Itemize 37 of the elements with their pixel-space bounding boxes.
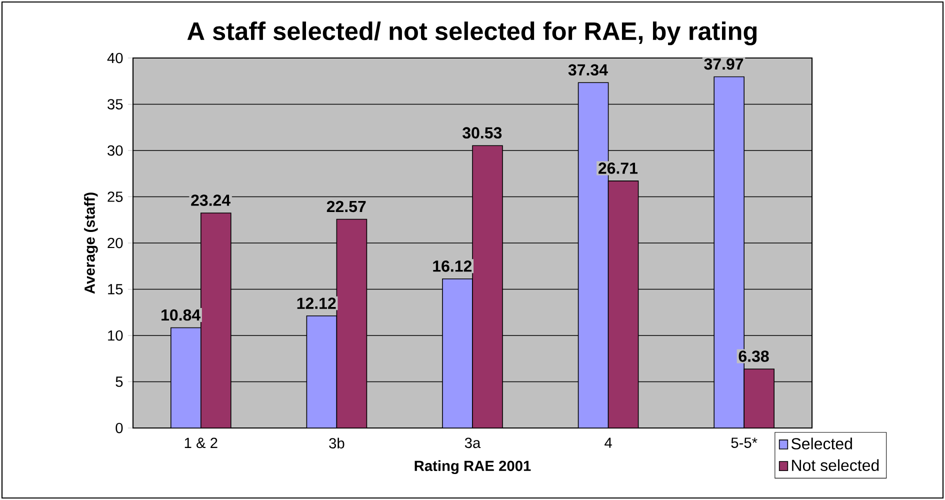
data-label: 16.12 [433, 260, 472, 272]
x-tick-label: 1 & 2 [184, 438, 218, 448]
data-label: 37.34 [568, 64, 608, 76]
legend-label: Selected [791, 438, 852, 450]
bar [472, 145, 503, 428]
data-label: 10.84 [162, 309, 200, 321]
data-label: 22.57 [326, 200, 366, 212]
y-tick-label: 35 [108, 99, 123, 110]
legend-label: Not selected [792, 459, 879, 472]
data-label: 6.38 [738, 350, 769, 362]
x-tick-label: 3a [464, 438, 481, 448]
x-axis-title: Rating RAE 2001 [414, 460, 531, 474]
y-tick-label: 5 [116, 376, 123, 387]
bar [170, 327, 202, 428]
data-label: 12.12 [297, 298, 336, 309]
y-tick-label: 15 [108, 284, 123, 294]
y-tick-label: 0 [116, 422, 123, 434]
data-label: 37.97 [704, 58, 744, 70]
x-tick-label: 4 [604, 438, 612, 448]
y-tick-label: 10 [108, 330, 123, 341]
x-tick-label: 5-5* [731, 438, 758, 448]
y-tick-label: 30 [108, 145, 123, 156]
data-label: 30.53 [462, 127, 502, 139]
data-label: 26.71 [598, 162, 638, 174]
bar [336, 218, 368, 428]
bar [744, 368, 775, 428]
y-tick-label: 20 [108, 238, 123, 248]
y-tick-label: 25 [108, 192, 123, 202]
bar [200, 212, 232, 428]
x-tick-label: 3b [329, 438, 344, 448]
y-tick-label: 40 [107, 52, 123, 64]
bar [608, 180, 639, 428]
y-axis-title: Average (staff) [84, 192, 98, 294]
bar [442, 278, 473, 428]
bar [306, 315, 338, 428]
data-label: 23.24 [191, 194, 230, 206]
chart-title: A staff selected/ not selected for RAE, by rating [187, 22, 757, 46]
